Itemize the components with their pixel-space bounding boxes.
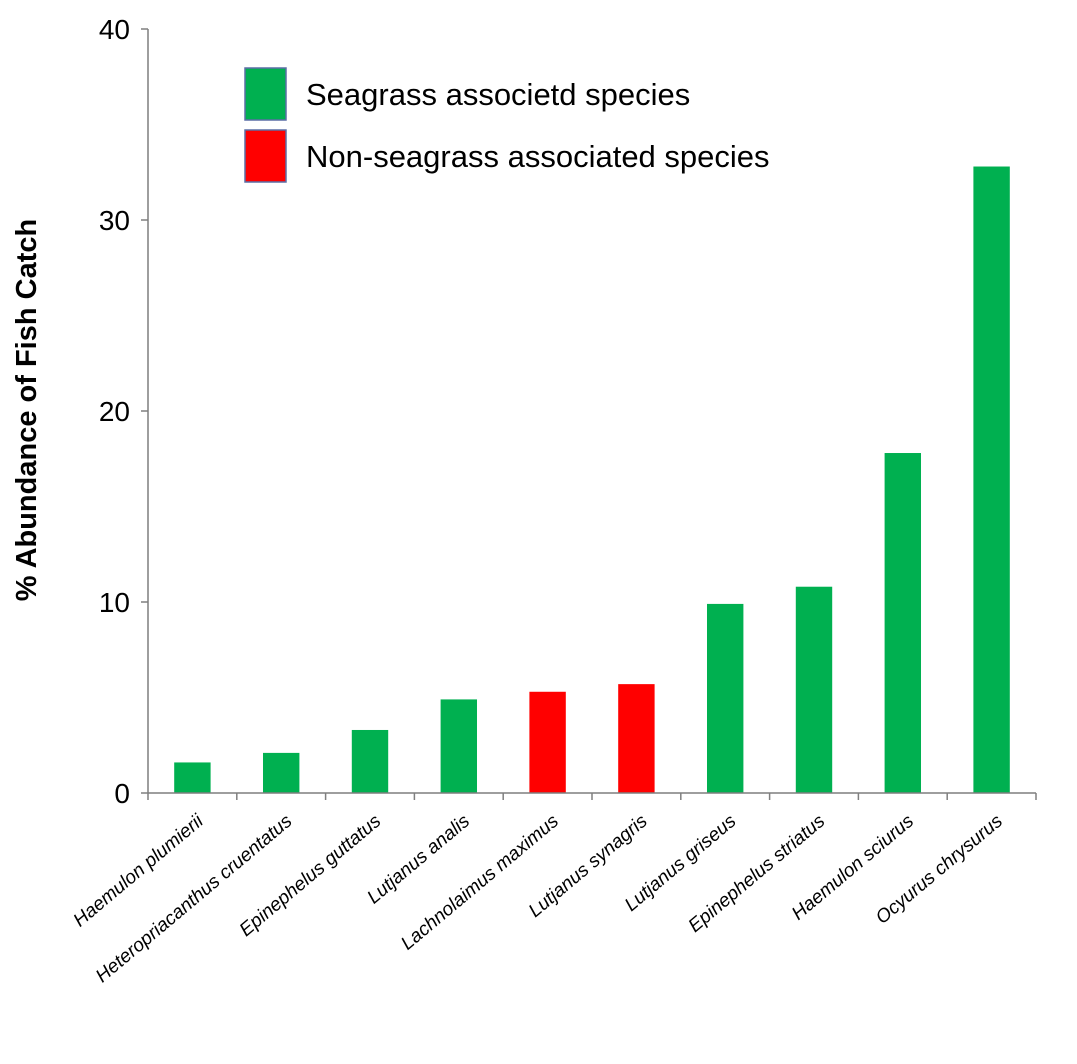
bars	[174, 166, 1010, 793]
legend: Seagrass associetd species Non-seagrass a…	[244, 67, 770, 183]
x-category-label: Lachnolaimus maximus	[397, 810, 563, 954]
y-tick-label: 0	[114, 778, 130, 809]
y-tick-label: 30	[99, 205, 130, 236]
legend-label: Seagrass associetd species	[306, 77, 690, 112]
bar	[440, 699, 478, 793]
bar	[618, 684, 655, 793]
legend-swatch	[244, 67, 287, 121]
bar	[973, 166, 1010, 793]
bar	[262, 752, 300, 793]
y-tick-label: 40	[99, 14, 130, 45]
bar	[884, 453, 922, 793]
bar	[795, 586, 833, 793]
y-tick-label: 10	[99, 587, 130, 618]
bar	[174, 762, 211, 793]
x-category-label: Epinephelus guttatus	[236, 810, 386, 940]
bar	[706, 603, 744, 793]
y-tick-label: 20	[99, 396, 130, 427]
bar	[351, 729, 389, 793]
legend-label: Non-seagrass associated species	[306, 139, 770, 174]
bar	[529, 691, 566, 793]
y-axis-title: % Abundance of Fish Catch	[11, 219, 43, 601]
legend-swatch	[244, 129, 287, 183]
y-axis-ticks: 0 10 20 30 40	[99, 14, 148, 809]
x-axis-ticks	[147, 793, 1037, 800]
